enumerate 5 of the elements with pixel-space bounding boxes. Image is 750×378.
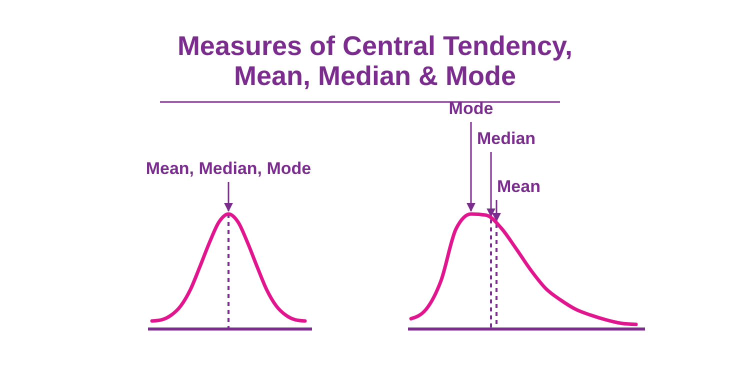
text: Measures of Central Tendency, Mean, Median & Mode [177,31,573,91]
text: Mean [497,177,540,196]
text: Mean, Median, Mode [146,159,312,178]
text: Median [477,129,536,148]
text: Mode [448,99,494,118]
